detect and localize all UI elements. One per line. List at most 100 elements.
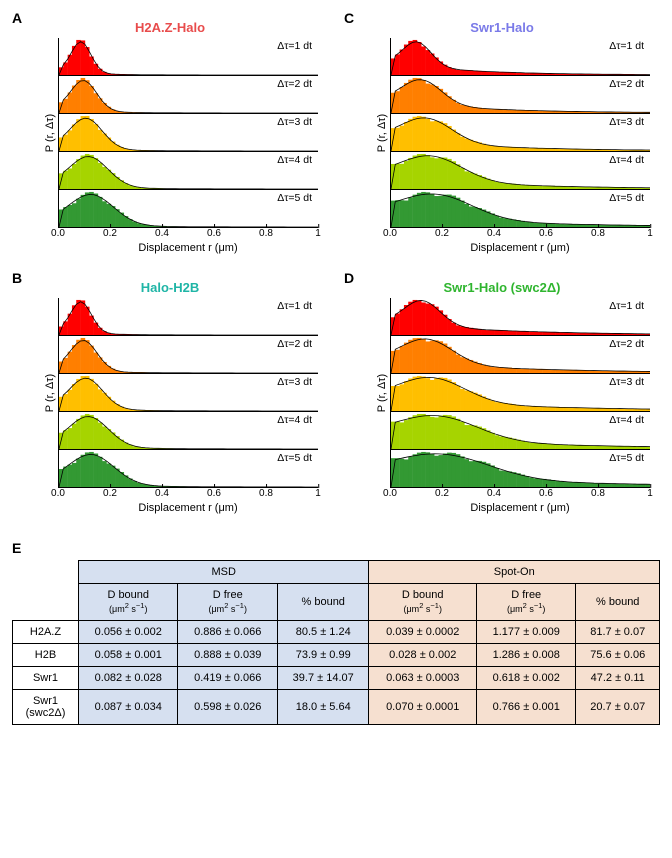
x-tick: 0.2: [103, 488, 117, 499]
panel-B: B Halo-H2B P (r, Δτ) Δτ=1 dt Δτ=2 dt Δτ=…: [12, 272, 328, 522]
panel-title: H2A.Z-Halo: [135, 20, 205, 35]
x-tick: 0.0: [51, 488, 65, 499]
x-tick: 1: [315, 488, 321, 499]
x-tick: 0.8: [591, 228, 605, 239]
trace-row: Δτ=5 dt: [59, 450, 318, 488]
row-label: Δτ=5 dt: [277, 192, 312, 204]
chart-box: Swr1-Halo P (r, Δτ) Δτ=1 dt Δτ=2 dt Δτ=3…: [354, 38, 660, 262]
table-cell: 0.886 ± 0.066: [178, 621, 277, 644]
trace-row: Δτ=5 dt: [391, 190, 650, 228]
trace-row: Δτ=1 dt: [391, 298, 650, 336]
panel-letter: C: [344, 10, 354, 26]
x-tick: 0.8: [259, 488, 273, 499]
row-label: Δτ=5 dt: [609, 452, 644, 464]
trace-row: Δτ=2 dt: [391, 76, 650, 114]
row-label: Δτ=2 dt: [609, 78, 644, 90]
trace-row: Δτ=3 dt: [59, 114, 318, 152]
row-label: Δτ=3 dt: [609, 376, 644, 388]
row-label: Δτ=4 dt: [277, 414, 312, 426]
x-tick: 0.8: [591, 488, 605, 499]
x-tick: 1: [647, 228, 653, 239]
row-header: H2A.Z: [13, 621, 79, 644]
trace-row: Δτ=3 dt: [391, 374, 650, 412]
y-axis-label: P (r, Δτ): [44, 374, 56, 412]
table-cell: 1.177 ± 0.009: [476, 621, 575, 644]
table-subheader: % bound: [576, 584, 660, 621]
trace-row: Δτ=4 dt: [59, 412, 318, 450]
row-label: Δτ=4 dt: [609, 154, 644, 166]
x-axis: 0.00.20.40.60.81 Displacement r (μm): [390, 228, 650, 262]
table-cell: 0.028 ± 0.002: [369, 644, 476, 667]
x-tick: 0.6: [207, 488, 221, 499]
trace-row: Δτ=3 dt: [59, 374, 318, 412]
trace-row: Δτ=4 dt: [391, 412, 650, 450]
row-header: Swr1(swc2Δ): [13, 690, 79, 725]
x-tick: 0.4: [487, 228, 501, 239]
table-cell: 0.058 ± 0.001: [79, 644, 178, 667]
panels-grid: A H2A.Z-Halo P (r, Δτ) Δτ=1 dt Δτ=2 dt Δ…: [12, 12, 660, 522]
table-cell: 47.2 ± 0.11: [576, 667, 660, 690]
trace-row: Δτ=2 dt: [59, 76, 318, 114]
panel-D: D Swr1-Halo (swc2Δ) P (r, Δτ) Δτ=1 dt Δτ…: [344, 272, 660, 522]
trace-row: Δτ=4 dt: [391, 152, 650, 190]
x-axis: 0.00.20.40.60.81 Displacement r (μm): [58, 228, 318, 262]
x-tick: 0.0: [51, 228, 65, 239]
trace-row: Δτ=4 dt: [59, 152, 318, 190]
y-axis-label: P (r, Δτ): [376, 374, 388, 412]
row-label: Δτ=1 dt: [277, 40, 312, 52]
panel-letter: A: [12, 10, 22, 26]
panel-E: E MSDSpot-OnD bound(μm2 s−1) D free(μm2 s…: [12, 540, 660, 725]
table-cell: 0.056 ± 0.002: [79, 621, 178, 644]
table-group-header: MSD: [79, 561, 369, 584]
row-header: Swr1: [13, 667, 79, 690]
table-cell: 0.598 ± 0.026: [178, 690, 277, 725]
table-cell: 0.766 ± 0.001: [476, 690, 575, 725]
table-subheader: D bound(μm2 s−1): [369, 584, 476, 621]
row-label: Δτ=3 dt: [277, 116, 312, 128]
table-cell: 73.9 ± 0.99: [277, 644, 369, 667]
row-label: Δτ=4 dt: [609, 414, 644, 426]
row-label: Δτ=4 dt: [277, 154, 312, 166]
x-axis-label: Displacement r (μm): [390, 502, 650, 514]
x-axis-label: Displacement r (μm): [58, 242, 318, 254]
table-cell: 0.063 ± 0.0003: [369, 667, 476, 690]
x-tick: 0.2: [435, 488, 449, 499]
table-cell: 0.082 ± 0.028: [79, 667, 178, 690]
panel-letter: B: [12, 270, 22, 286]
row-label: Δτ=1 dt: [609, 40, 644, 52]
table-group-header: Spot-On: [369, 561, 660, 584]
panel-title: Swr1-Halo: [470, 20, 534, 35]
panel-title: Swr1-Halo (swc2Δ): [444, 280, 561, 295]
x-axis-label: Displacement r (μm): [390, 242, 650, 254]
x-tick: 0.6: [539, 228, 553, 239]
x-tick: 0.2: [435, 228, 449, 239]
y-axis-label: P (r, Δτ): [44, 114, 56, 152]
x-tick: 0.0: [383, 488, 397, 499]
trace-row: Δτ=3 dt: [391, 114, 650, 152]
x-tick: 0.0: [383, 228, 397, 239]
row-header: H2B: [13, 644, 79, 667]
chart-box: H2A.Z-Halo P (r, Δτ) Δτ=1 dt Δτ=2 dt Δτ=…: [22, 38, 328, 262]
trace-row: Δτ=5 dt: [391, 450, 650, 488]
table-subheader: D free(μm2 s−1): [178, 584, 277, 621]
table-cell: 0.888 ± 0.039: [178, 644, 277, 667]
panel-title: Halo-H2B: [141, 280, 200, 295]
table-row: Swr10.082 ± 0.0280.419 ± 0.06639.7 ± 14.…: [13, 667, 660, 690]
trace-stack: P (r, Δτ) Δτ=1 dt Δτ=2 dt Δτ=3 dt Δτ=4 d…: [58, 298, 318, 488]
x-axis: 0.00.20.40.60.81 Displacement r (μm): [390, 488, 650, 522]
row-label: Δτ=1 dt: [609, 300, 644, 312]
panel-A: A H2A.Z-Halo P (r, Δτ) Δτ=1 dt Δτ=2 dt Δ…: [12, 12, 328, 262]
row-label: Δτ=1 dt: [277, 300, 312, 312]
panel-C: C Swr1-Halo P (r, Δτ) Δτ=1 dt Δτ=2 dt Δτ…: [344, 12, 660, 262]
panel-letter-E: E: [12, 540, 660, 556]
x-tick: 0.8: [259, 228, 273, 239]
trace-row: Δτ=1 dt: [391, 38, 650, 76]
row-label: Δτ=5 dt: [609, 192, 644, 204]
chart-box: Swr1-Halo (swc2Δ) P (r, Δτ) Δτ=1 dt Δτ=2…: [354, 298, 660, 522]
summary-table: MSDSpot-OnD bound(μm2 s−1) D free(μm2 s−1…: [12, 560, 660, 725]
panel-letter: D: [344, 270, 354, 286]
trace-stack: P (r, Δτ) Δτ=1 dt Δτ=2 dt Δτ=3 dt Δτ=4 d…: [58, 38, 318, 228]
y-axis-label: P (r, Δτ): [376, 114, 388, 152]
table-cell: 80.5 ± 1.24: [277, 621, 369, 644]
x-axis: 0.00.20.40.60.81 Displacement r (μm): [58, 488, 318, 522]
